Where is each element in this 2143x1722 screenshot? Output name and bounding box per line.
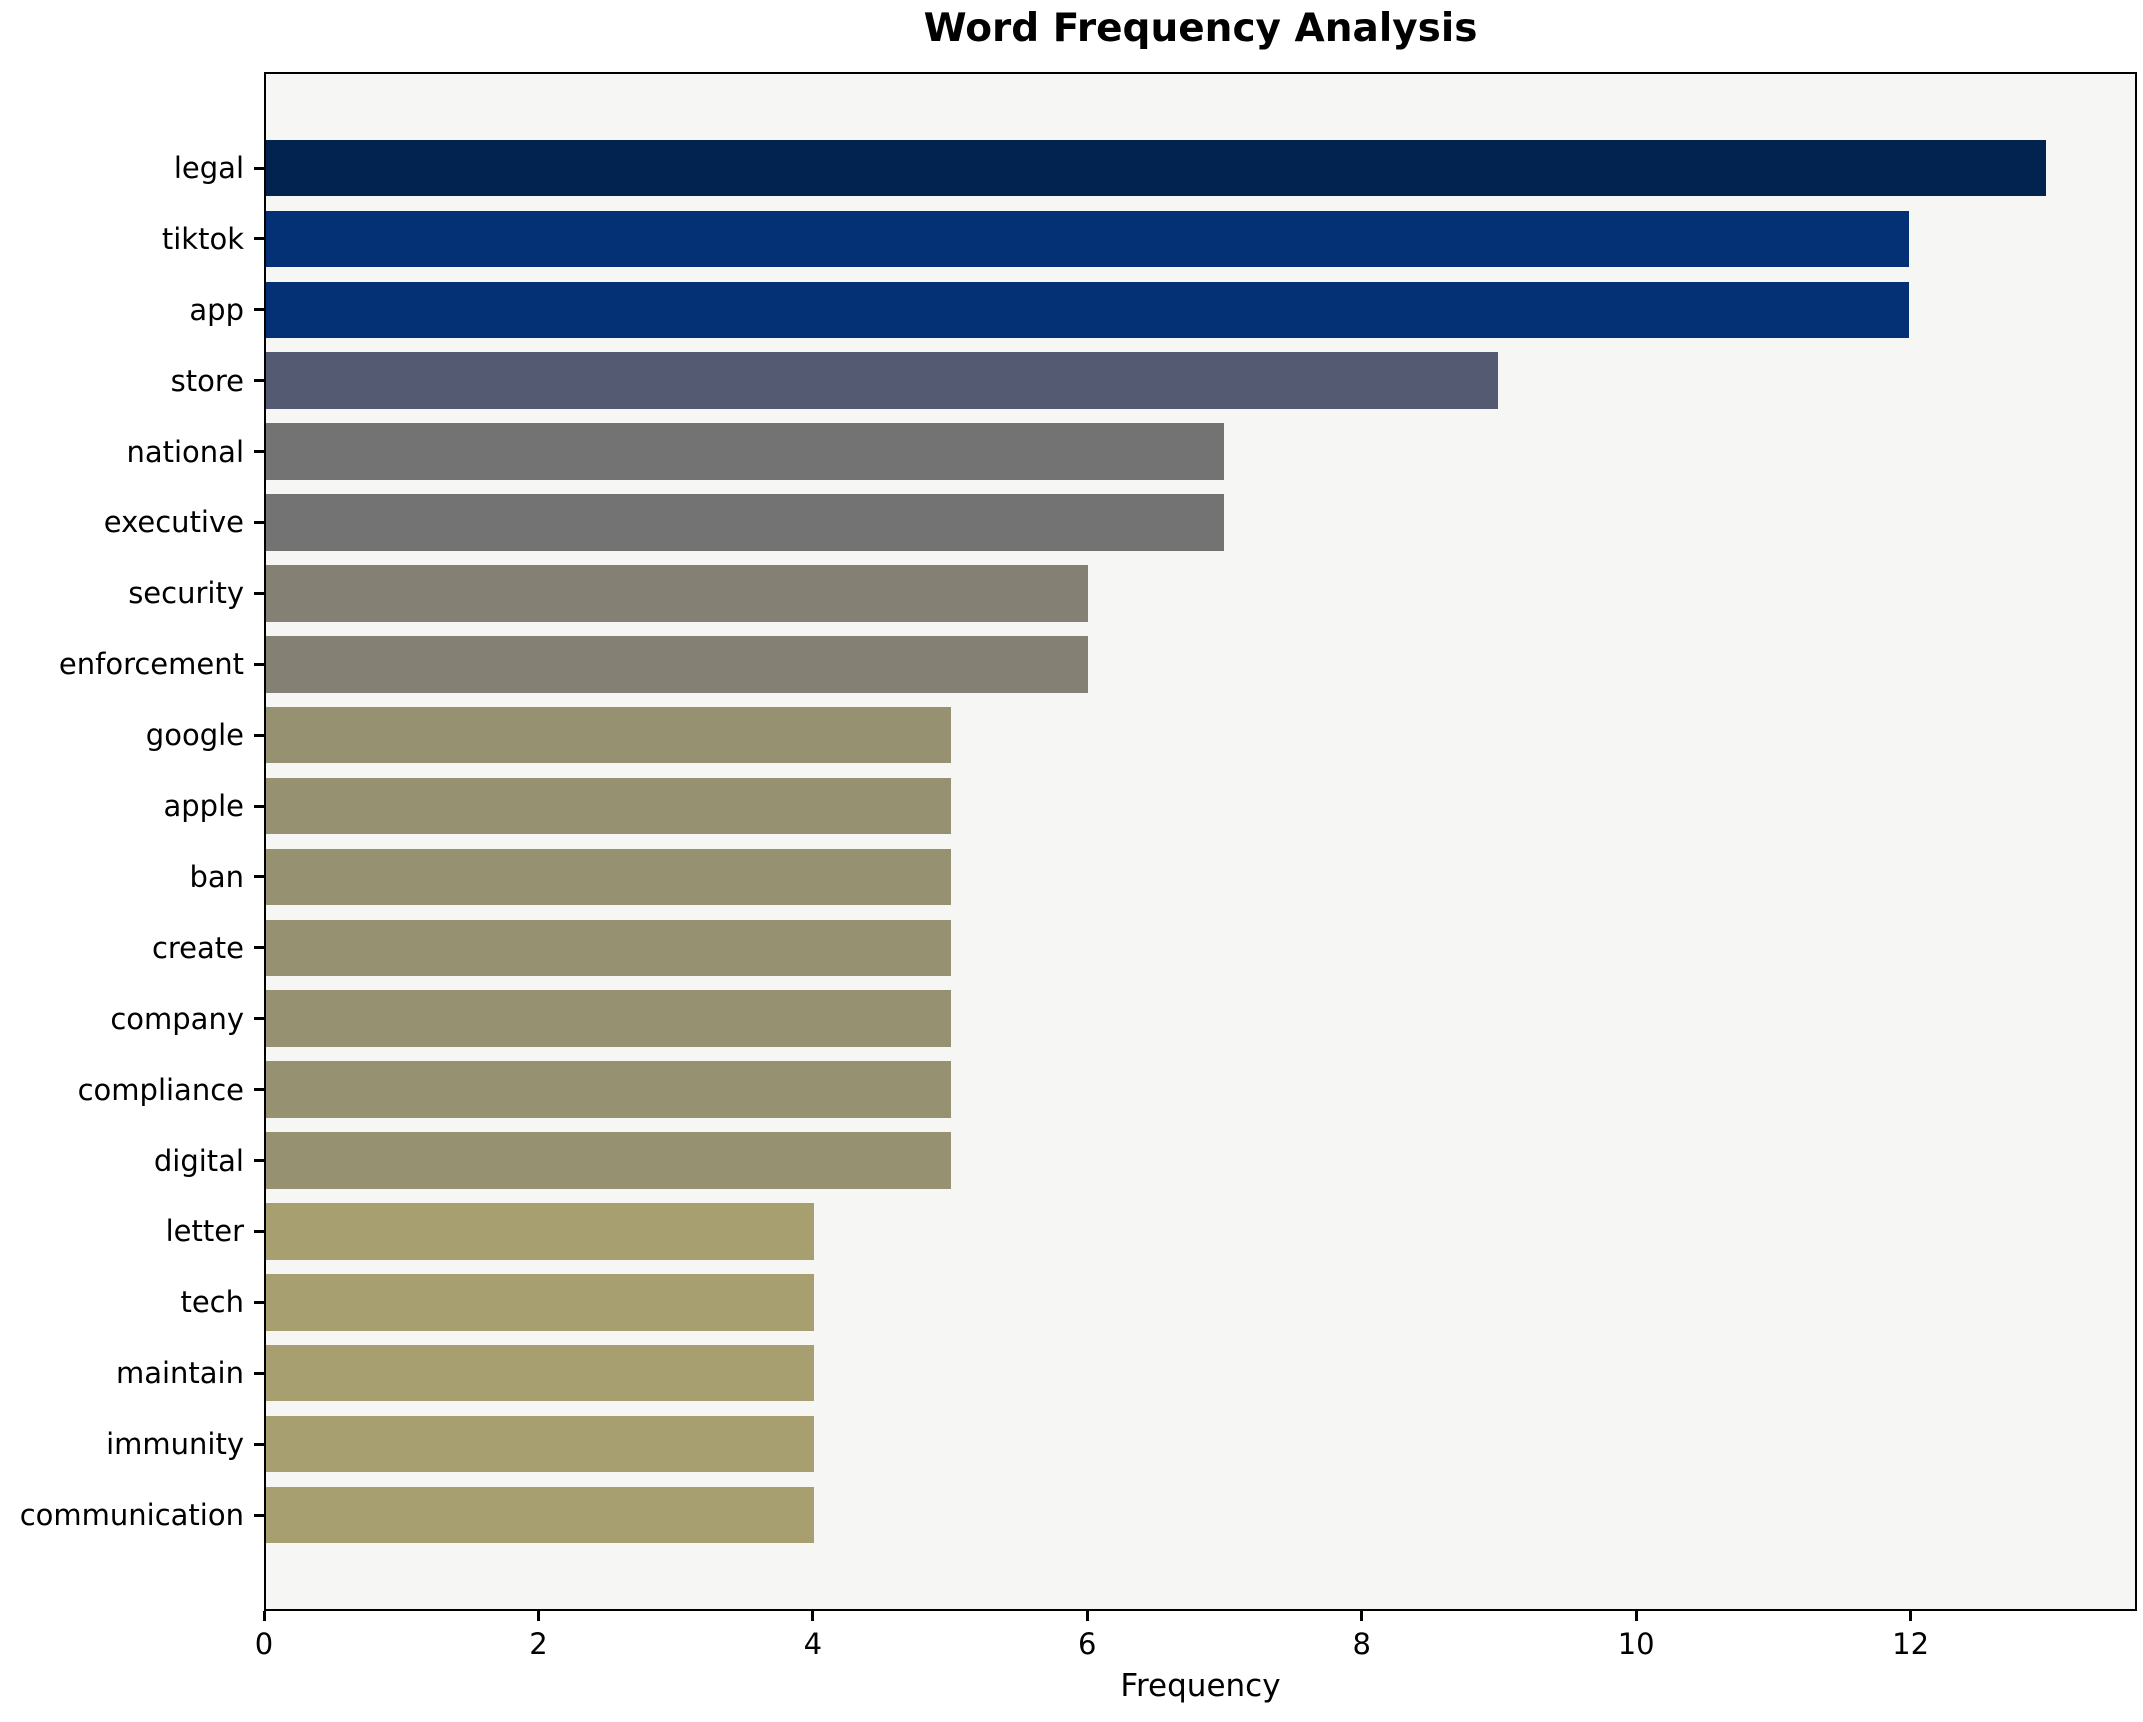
y-tick-mark-immunity [254,1442,264,1446]
x-tick-mark-2 [536,1611,540,1621]
y-tick-mark-letter [254,1229,264,1233]
y-tick-label-national: national [126,434,244,469]
x-tick-mark-10 [1634,1611,1638,1621]
bar-legal [266,139,2046,197]
y-tick-mark-google [254,733,264,737]
y-tick-label-tiktok: tiktok [161,221,244,256]
y-tick-label-tech: tech [180,1285,244,1320]
bar-security [266,565,1088,622]
x-tick-label-12: 12 [1892,1627,1930,1661]
y-tick-label-maintain: maintain [115,1356,244,1391]
bar-letter [266,1203,814,1260]
bar-compliance [266,1061,951,1118]
x-tick-mark-8 [1360,1611,1364,1621]
bar-maintain [266,1344,814,1402]
x-axis-title: Frequency [1120,1668,1281,1704]
y-tick-mark-store [254,379,264,383]
x-tick-label-6: 6 [1078,1627,1097,1661]
y-tick-mark-enforcement [254,662,264,666]
bar-executive [266,494,1225,551]
x-tick-mark-4 [811,1611,815,1621]
x-tick-mark-6 [1085,1611,1089,1621]
bar-tech [266,1274,814,1331]
y-tick-mark-ban [254,875,264,879]
y-tick-label-compliance: compliance [77,1072,244,1107]
bar-tiktok [266,210,1910,268]
bar-ban [266,848,951,906]
plot-area [264,72,2137,1611]
x-tick-label-0: 0 [254,1627,274,1661]
bar-app [266,281,1910,339]
bar-google [266,706,951,764]
y-tick-mark-executive [254,520,264,524]
y-tick-mark-legal [254,166,264,170]
y-tick-mark-tech [254,1300,264,1304]
y-tick-label-communication: communication [19,1498,244,1532]
bar-national [266,423,1225,480]
bar-store [266,352,1499,409]
y-tick-label-create: create [151,930,244,965]
y-tick-label-app: app [189,292,244,327]
bar-create [266,919,951,977]
bar-company [266,990,951,1047]
y-tick-label-digital: digital [153,1143,244,1178]
x-tick-mark-0 [262,1611,266,1621]
y-tick-mark-apple [254,804,264,808]
bar-apple [266,777,951,835]
y-tick-mark-app [254,308,264,312]
x-tick-label-4: 4 [803,1627,823,1661]
y-tick-mark-digital [254,1159,264,1163]
x-tick-mark-12 [1909,1611,1913,1621]
y-tick-label-ban: ban [189,859,244,894]
y-tick-label-enforcement: enforcement [58,647,244,682]
x-tick-label-8: 8 [1352,1627,1371,1661]
y-tick-mark-security [254,591,264,595]
y-tick-mark-company [254,1017,264,1021]
y-tick-mark-create [254,946,264,950]
bar-communication [266,1486,814,1544]
y-tick-mark-tiktok [254,237,264,241]
y-tick-mark-national [254,450,264,454]
y-tick-label-company: company [110,1001,244,1036]
y-tick-mark-compliance [254,1088,264,1092]
y-tick-label-executive: executive [103,505,244,540]
x-tick-label-10: 10 [1617,1627,1655,1661]
y-tick-label-security: security [128,576,244,611]
y-tick-label-apple: apple [163,789,245,824]
y-tick-label-letter: letter [165,1214,244,1249]
bar-digital [266,1132,951,1189]
y-tick-label-google: google [145,718,244,753]
bar-enforcement [266,636,1088,693]
y-tick-label-store: store [170,363,244,398]
y-tick-label-legal: legal [173,151,244,185]
chart-title: Word Frequency Analysis [923,6,1478,51]
x-tick-label-2: 2 [529,1627,548,1661]
bar-immunity [266,1415,814,1473]
y-tick-mark-communication [254,1513,264,1517]
y-tick-label-immunity: immunity [106,1427,244,1462]
y-tick-mark-maintain [254,1371,264,1375]
